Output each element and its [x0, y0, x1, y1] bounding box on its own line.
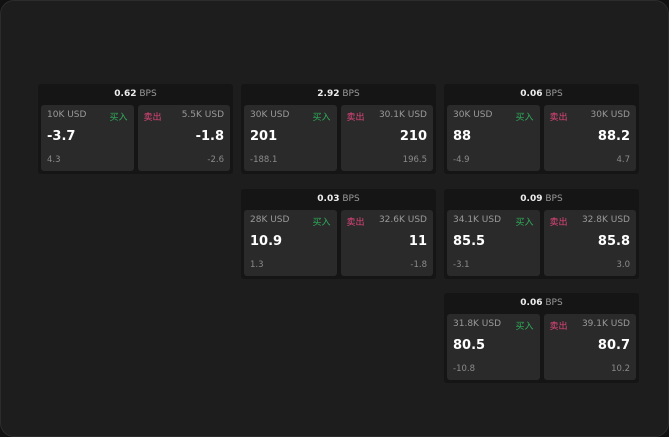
sell-label: 卖出	[346, 218, 365, 228]
spread-value: 2.92	[317, 89, 340, 99]
sell-change: -2.6	[207, 155, 224, 165]
sell-size: 30.1K USD	[378, 110, 427, 120]
buy-size: 30K USD	[453, 110, 493, 120]
spread-unit: BPS	[545, 89, 563, 99]
sell-label: 卖出	[549, 322, 568, 332]
sell-size: 30K USD	[590, 110, 630, 120]
spread-unit: BPS	[545, 194, 563, 204]
sell-change: 3.0	[616, 260, 630, 270]
sell-card[interactable]: 卖出 39.1K USD 80.7 10.2	[543, 314, 636, 380]
sell-size: 32.6K USD	[378, 215, 427, 225]
buy-label: 买入	[515, 113, 534, 123]
spread-header: 0.03 BPS	[241, 189, 436, 210]
sell-size: 39.1K USD	[581, 319, 630, 329]
spread-header: 0.06 BPS	[444, 293, 639, 314]
sell-price: 11	[408, 234, 427, 249]
quote-panel: 0.06 BPS 30K USD 买入 88 -4.9 卖出 30K USD 88.…	[444, 84, 639, 174]
buy-change: -10.8	[453, 364, 475, 374]
buy-price: 80.5	[453, 338, 486, 353]
buy-card[interactable]: 30K USD 买入 201 -188.1	[244, 105, 337, 171]
buy-price: 85.5	[453, 234, 486, 249]
spread-unit: BPS	[342, 194, 360, 204]
sell-size: 5.5K USD	[181, 110, 224, 120]
buy-card[interactable]: 34.1K USD 买入 85.5 -3.1	[447, 210, 540, 276]
buy-price: -3.7	[47, 129, 76, 144]
buy-change: -3.1	[453, 260, 470, 270]
sell-card[interactable]: 卖出 30.1K USD 210 196.5	[340, 105, 433, 171]
sell-price: -1.8	[195, 129, 224, 144]
buy-price: 201	[250, 129, 278, 144]
sell-card[interactable]: 卖出 5.5K USD -1.8 -2.6	[137, 105, 230, 171]
sell-size: 32.8K USD	[581, 215, 630, 225]
buy-change: -4.9	[453, 155, 470, 165]
buy-price: 88	[453, 129, 472, 144]
spread-header: 0.62 BPS	[38, 84, 233, 105]
spread-unit: BPS	[545, 298, 563, 308]
quote-panel: 0.62 BPS 10K USD 买入 -3.7 4.3 卖出 5.5K USD -…	[38, 84, 233, 174]
sell-price: 210	[399, 129, 427, 144]
sell-change: 196.5	[402, 155, 427, 165]
spread-value: 0.06	[520, 89, 543, 99]
spread-header: 0.09 BPS	[444, 189, 639, 210]
sell-card[interactable]: 卖出 32.8K USD 85.8 3.0	[543, 210, 636, 276]
buy-label: 买入	[312, 218, 331, 228]
spread-value: 0.09	[520, 194, 543, 204]
spread-value: 0.06	[520, 298, 543, 308]
sell-label: 卖出	[143, 113, 162, 123]
buy-size: 10K USD	[47, 110, 87, 120]
spread-value: 0.03	[317, 194, 340, 204]
sell-card[interactable]: 卖出 32.6K USD 11 -1.8	[340, 210, 433, 276]
buy-card[interactable]: 28K USD 买入 10.9 1.3	[244, 210, 337, 276]
spread-header: 2.92 BPS	[241, 84, 436, 105]
sell-card[interactable]: 卖出 30K USD 88.2 4.7	[543, 105, 636, 171]
buy-label: 买入	[515, 218, 534, 228]
sell-change: 4.7	[616, 155, 630, 165]
sell-change: -1.8	[410, 260, 427, 270]
sell-label: 卖出	[346, 113, 365, 123]
buy-size: 31.8K USD	[453, 319, 502, 329]
spread-unit: BPS	[139, 89, 157, 99]
buy-size: 34.1K USD	[453, 215, 502, 225]
quote-panel: 0.09 BPS 34.1K USD 买入 85.5 -3.1 卖出 32.8K U…	[444, 189, 639, 279]
buy-label: 买入	[312, 113, 331, 123]
quote-panel: 2.92 BPS 30K USD 买入 201 -188.1 卖出 30.1K US…	[241, 84, 436, 174]
buy-label: 买入	[515, 322, 534, 332]
spread-unit: BPS	[342, 89, 360, 99]
buy-change: -188.1	[250, 155, 278, 165]
spread-header: 0.06 BPS	[444, 84, 639, 105]
buy-card[interactable]: 10K USD 买入 -3.7 4.3	[41, 105, 134, 171]
buy-change: 4.3	[47, 155, 61, 165]
buy-price: 10.9	[250, 234, 283, 249]
quote-panel: 0.06 BPS 31.8K USD 买入 80.5 -10.8 卖出 39.1K …	[444, 293, 639, 383]
buy-change: 1.3	[250, 260, 264, 270]
buy-size: 28K USD	[250, 215, 290, 225]
buy-card[interactable]: 31.8K USD 买入 80.5 -10.8	[447, 314, 540, 380]
sell-price: 85.8	[597, 234, 630, 249]
sell-change: 10.2	[611, 364, 630, 374]
sell-price: 88.2	[597, 129, 630, 144]
spread-value: 0.62	[114, 89, 137, 99]
buy-size: 30K USD	[250, 110, 290, 120]
buy-label: 买入	[109, 113, 128, 123]
sell-label: 卖出	[549, 113, 568, 123]
sell-price: 80.7	[597, 338, 630, 353]
buy-card[interactable]: 30K USD 买入 88 -4.9	[447, 105, 540, 171]
sell-label: 卖出	[549, 218, 568, 228]
quote-panel: 0.03 BPS 28K USD 买入 10.9 1.3 卖出 32.6K USD …	[241, 189, 436, 279]
